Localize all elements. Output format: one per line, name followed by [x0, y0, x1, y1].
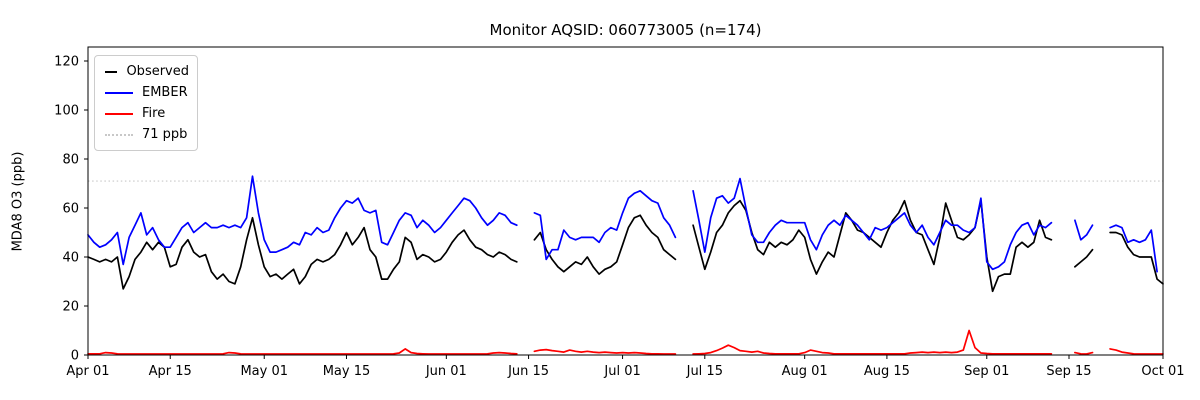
y-tick-label: 20 [62, 300, 79, 315]
fire-line-sample [105, 112, 133, 115]
x-tick-label: Aug 01 [782, 364, 828, 379]
x-tick-label: Jul 15 [686, 364, 723, 379]
y-tick-label: 120 [54, 55, 79, 70]
series-line-observed [87, 199, 1164, 293]
legend-label-observed: Observed [126, 64, 189, 79]
y-tick-label: 0 [71, 349, 79, 364]
legend-item-observed: Observed [105, 61, 189, 82]
observed-line-sample [105, 70, 118, 73]
x-tick-label: Oct 01 [1141, 364, 1184, 379]
series-line-ember [87, 175, 1158, 273]
legend-item-threshold: 71 ppb [105, 124, 189, 145]
x-tick-label: May 15 [323, 364, 371, 379]
ember-line-sample [105, 91, 133, 94]
x-tick-label: Sep 15 [1046, 364, 1091, 379]
x-tick-label: Jun 15 [507, 364, 549, 379]
legend-item-fire: Fire [105, 103, 189, 124]
threshold-line-sample [105, 133, 133, 136]
y-tick-label: 40 [62, 251, 79, 266]
y-tick-label: 80 [62, 153, 79, 168]
y-tick-label: 100 [54, 104, 79, 119]
legend-label-ember: EMBER [142, 85, 188, 100]
x-tick-label: Apr 15 [149, 364, 192, 379]
x-tick-label: May 01 [240, 364, 288, 379]
legend-label-threshold: 71 ppb [142, 127, 188, 142]
x-tick-label: Jul 01 [603, 364, 640, 379]
y-tick-label: 60 [62, 202, 79, 217]
x-tick-label: Apr 01 [66, 364, 109, 379]
legend: Observed EMBER Fire 71 ppb [94, 55, 198, 151]
axes-border [87, 46, 1164, 356]
series-line-fire [87, 329, 1164, 355]
x-tick-label: Jun 01 [425, 364, 467, 379]
legend-label-fire: Fire [142, 106, 166, 121]
legend-item-ember: EMBER [105, 82, 189, 103]
chart-title: Monitor AQSID: 060773005 (n=174) [489, 21, 762, 39]
x-tick-label: Sep 01 [964, 364, 1009, 379]
x-tick-label: Aug 15 [864, 364, 910, 379]
